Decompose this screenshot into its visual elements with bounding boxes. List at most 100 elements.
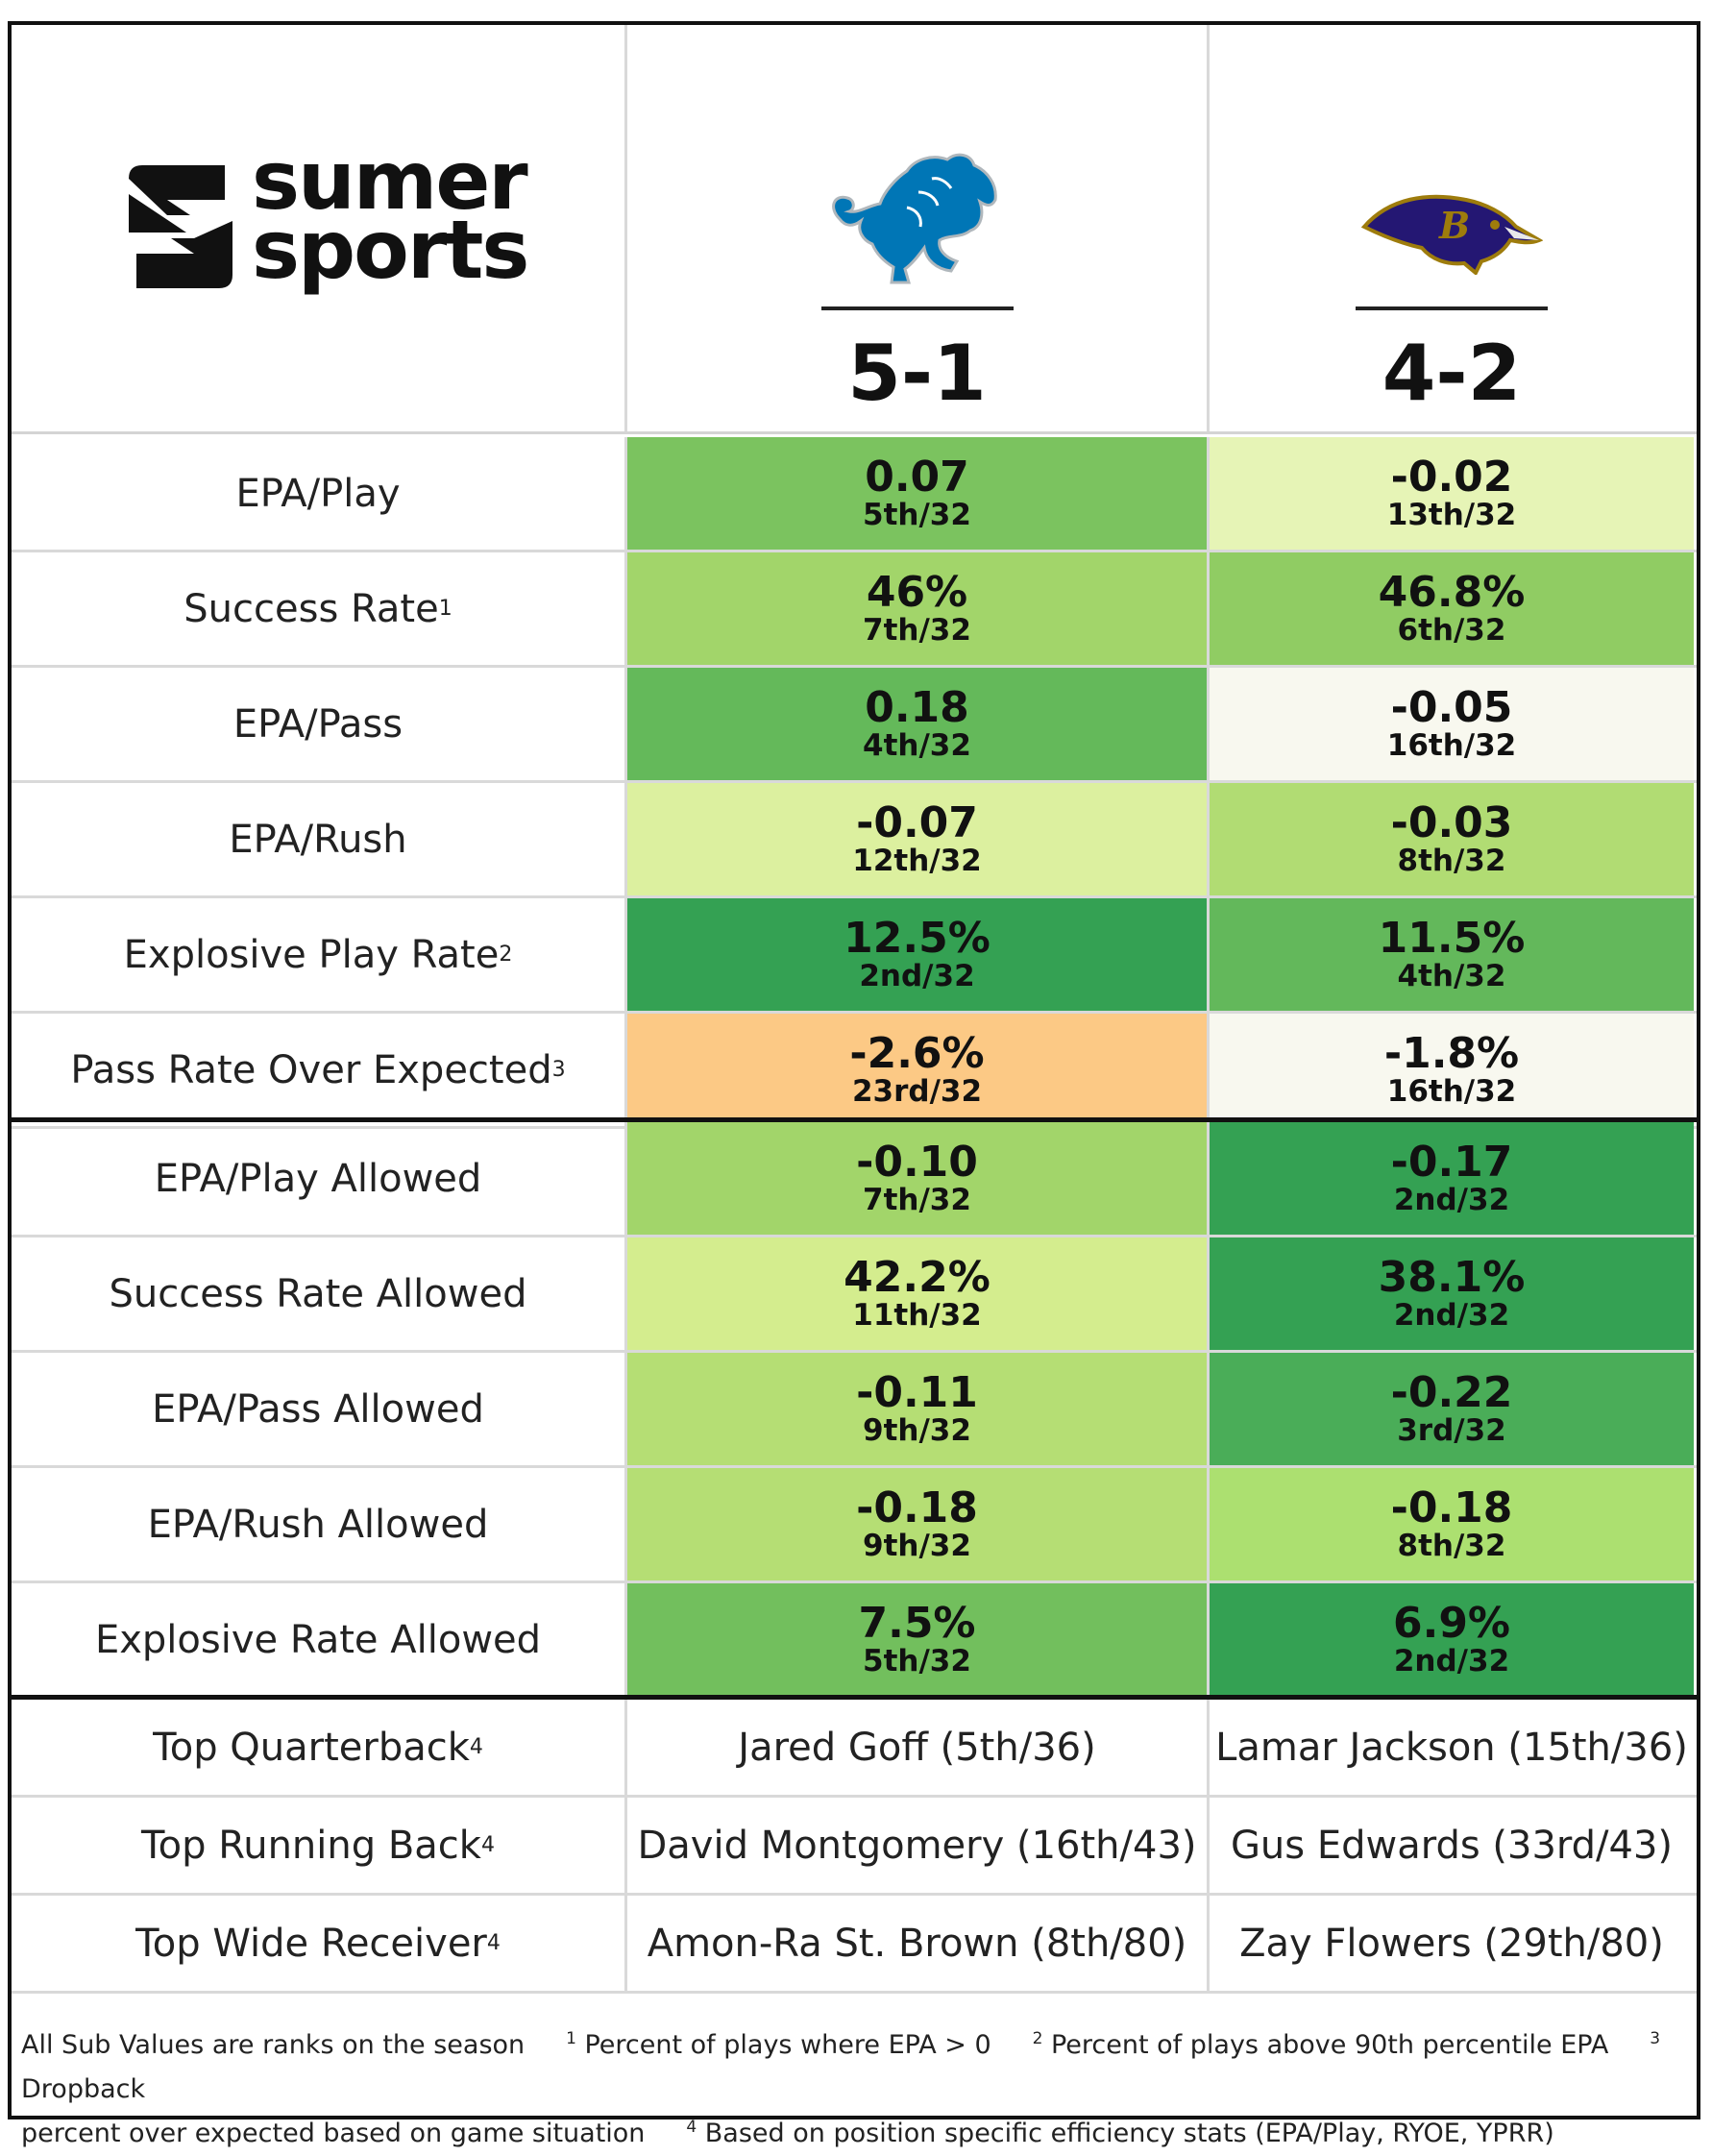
stat-row: EPA/Play 0.07 5th/32 -0.02 13th/32 <box>12 437 1697 552</box>
player-row-label-text: Top Wide Receiver <box>135 1921 487 1966</box>
footnotes: All Sub Values are ranks on the season 1… <box>12 2010 1697 2148</box>
stat-label: EPA/Pass Allowed <box>12 1353 627 1465</box>
stat-value: 46% <box>866 567 968 617</box>
footnote-1-mark: 1 <box>566 2029 576 2048</box>
stat-label: EPA/Pass <box>12 668 627 780</box>
team-a-divider <box>820 306 1014 310</box>
detroit-lions-logo-icon <box>831 153 997 284</box>
team-b-stat-cell: -0.22 3rd/32 <box>1210 1353 1694 1465</box>
team-a-player: David Montgomery (16th/43) <box>627 1798 1210 1893</box>
player-row: Top Running Back 4 David Montgomery (16th/… <box>12 1798 1697 1896</box>
team-b-stat-cell: -0.03 8th/32 <box>1210 783 1694 895</box>
stat-rank: 7th/32 <box>863 1182 971 1217</box>
team-b-record: 4-2 <box>1382 329 1522 418</box>
team-b-stat-cell: 11.5% 4th/32 <box>1210 898 1694 1011</box>
header-row: sumer sports 5-1 B 4-2 <box>12 25 1697 434</box>
stat-label-text: EPA/Pass Allowed <box>152 1386 484 1432</box>
stat-label-text: Explosive Play Rate <box>123 932 500 977</box>
stat-value: -1.8% <box>1383 1028 1520 1078</box>
player-row-label-text: Top Running Back <box>141 1823 481 1868</box>
team-a-stat-cell: 0.18 4th/32 <box>627 668 1210 780</box>
team-b-stat-cell: -1.8% 16th/32 <box>1210 1014 1694 1126</box>
team-a-player: Jared Goff (5th/36) <box>627 1700 1210 1795</box>
player-row-label: Top Wide Receiver 4 <box>12 1896 627 1991</box>
player-row-label-text: Top Quarterback <box>153 1725 470 1770</box>
footnote-2-mark: 2 <box>1032 2029 1043 2048</box>
team-a-stat-cell: 42.2% 11th/32 <box>627 1237 1210 1350</box>
stat-value: -0.05 <box>1390 682 1513 732</box>
team-b-stat-cell: -0.18 8th/32 <box>1210 1468 1694 1580</box>
stat-row: Success Rate 1 46% 7th/32 46.8% 6th/32 <box>12 552 1697 668</box>
player-row-label: Top Quarterback 4 <box>12 1700 627 1795</box>
footnote-1: Percent of plays where EPA > 0 <box>584 2030 991 2060</box>
stat-label-text: Explosive Rate Allowed <box>94 1617 542 1662</box>
player-row: Top Quarterback 4 Jared Goff (5th/36) Lamar… <box>12 1700 1697 1798</box>
comparison-card: sumer sports 5-1 B 4-2 EPA/Play <box>8 21 1700 2148</box>
team-a-stat-cell: -2.6% 23rd/32 <box>627 1014 1210 1126</box>
stat-row: EPA/Pass Allowed -0.11 9th/32 -0.22 3rd/32 <box>12 1353 1697 1468</box>
stat-value: -2.6% <box>849 1028 985 1078</box>
stat-value: 12.5% <box>844 913 991 963</box>
team-a-stat-cell: 12.5% 2nd/32 <box>627 898 1210 1011</box>
team-a-stat-cell: -0.11 9th/32 <box>627 1353 1210 1465</box>
stat-rank: 11th/32 <box>852 1297 982 1333</box>
stat-rank: 23rd/32 <box>851 1073 983 1109</box>
footnote-2: Percent of plays above 90th percentile E… <box>1050 2030 1609 2060</box>
stat-rank: 13th/32 <box>1386 497 1517 532</box>
stat-row: EPA/Rush Allowed -0.18 9th/32 -0.18 8th/32 <box>12 1468 1697 1583</box>
stat-value: 42.2% <box>844 1252 991 1302</box>
stat-value: 6.9% <box>1392 1598 1511 1648</box>
section-divider <box>12 1695 1697 1700</box>
stat-label-text: EPA/Play Allowed <box>154 1156 482 1201</box>
stat-rank: 9th/32 <box>863 1528 971 1563</box>
stat-value: -0.02 <box>1390 452 1513 502</box>
team-b-stat-cell: -0.17 2nd/32 <box>1210 1122 1694 1235</box>
stat-label: EPA/Play <box>12 437 627 550</box>
stat-row: Explosive Rate Allowed 7.5% 5th/32 6.9% 2nd/… <box>12 1583 1697 1699</box>
team-a-stat-cell: 0.07 5th/32 <box>627 437 1210 550</box>
stat-value: -0.10 <box>856 1137 978 1187</box>
stat-rank: 5th/32 <box>863 1643 971 1678</box>
stat-value: -0.07 <box>856 797 978 847</box>
team-b-player: Lamar Jackson (15th/36) <box>1215 1725 1688 1770</box>
stat-rank: 4th/32 <box>863 727 971 763</box>
stat-value: -0.03 <box>1390 797 1513 847</box>
stat-rank: 16th/32 <box>1386 1073 1517 1109</box>
player-row-label: Top Running Back 4 <box>12 1798 627 1893</box>
stat-label: EPA/Rush Allowed <box>12 1468 627 1580</box>
sumer-sports-logo-icon <box>129 165 232 288</box>
stat-rank: 9th/32 <box>863 1412 971 1448</box>
stat-label: Explosive Play Rate 2 <box>12 898 627 1011</box>
team-b-player: Zay Flowers (29th/80) <box>1239 1921 1664 1966</box>
stat-rank: 7th/32 <box>863 612 971 648</box>
footnote-4: Based on position specific efficiency st… <box>704 2119 1554 2148</box>
sumer-sports-logo: sumer sports <box>129 140 532 304</box>
stat-label: Success Rate 1 <box>12 552 627 665</box>
stat-value: -0.11 <box>856 1367 978 1417</box>
team-a-stat-cell: -0.18 9th/32 <box>627 1468 1210 1580</box>
footnote-intro: All Sub Values are ranks on the season <box>21 2030 526 2060</box>
stat-value: -0.22 <box>1390 1367 1513 1417</box>
stat-label: Pass Rate Over Expected 3 <box>12 1014 627 1126</box>
stat-value: -0.18 <box>1390 1482 1513 1532</box>
stat-rank: 8th/32 <box>1397 1528 1506 1563</box>
team-b-stat-cell: 46.8% 6th/32 <box>1210 552 1694 665</box>
footnote-3b: percent over expected based on game situ… <box>21 2119 646 2148</box>
stat-row: Success Rate Allowed 42.2% 11th/32 38.1% 2nd… <box>12 1237 1697 1353</box>
team-b-stat-cell: -0.02 13th/32 <box>1210 437 1694 550</box>
stat-value: 7.5% <box>858 1598 976 1648</box>
team-a-stat-cell: -0.07 12th/32 <box>627 783 1210 895</box>
stat-label-text: Success Rate <box>183 586 439 631</box>
team-b-player: Gus Edwards (33rd/43) <box>1230 1823 1674 1868</box>
stat-row: Pass Rate Over Expected 3 -2.6% 23rd/32 -1.8… <box>12 1014 1697 1129</box>
footnote-3-mark: 3 <box>1650 2029 1661 2048</box>
stat-rank: 16th/32 <box>1386 727 1517 763</box>
stat-value: 0.07 <box>865 452 969 502</box>
brand-line-2: sports <box>252 203 529 297</box>
team-a-stat-cell: 46% 7th/32 <box>627 552 1210 665</box>
team-a-header: 5-1 <box>627 25 1210 431</box>
team-a-player: Amon-Ra St. Brown (8th/80) <box>627 1896 1210 1991</box>
team-b-stat-cell: 38.1% 2nd/32 <box>1210 1237 1694 1350</box>
stat-row: EPA/Play Allowed -0.10 7th/32 -0.17 2nd/32 <box>12 1122 1697 1237</box>
brand-cell: sumer sports <box>12 25 627 431</box>
